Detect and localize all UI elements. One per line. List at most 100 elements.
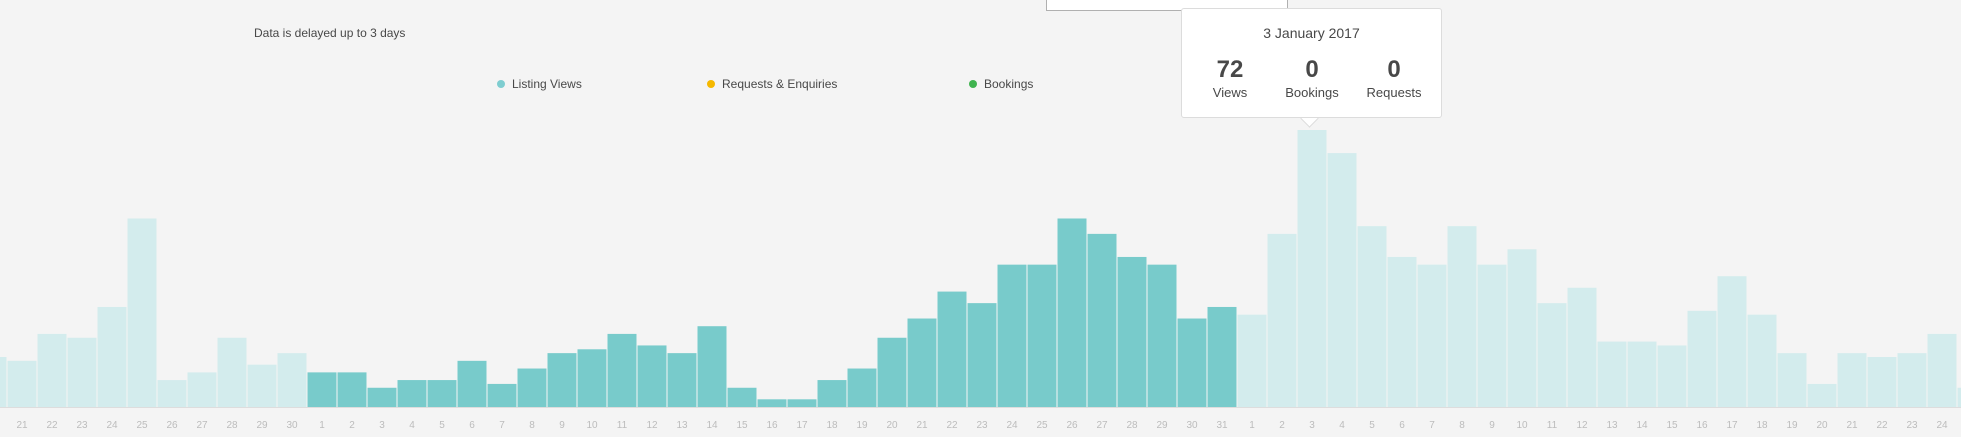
bar[interactable] [1777, 353, 1807, 407]
bar[interactable] [1417, 264, 1447, 407]
tooltip-stat-bookings: 0 Bookings [1272, 57, 1352, 101]
bar[interactable] [1147, 264, 1177, 407]
legend-item-listing-views[interactable]: Listing Views [497, 77, 582, 91]
bar[interactable] [1687, 310, 1717, 407]
x-tick-label: 30 [1186, 420, 1198, 431]
bar[interactable] [1207, 306, 1237, 407]
bar[interactable] [1807, 383, 1837, 407]
bar[interactable] [1087, 233, 1117, 407]
bar[interactable] [1657, 345, 1687, 407]
bar[interactable] [1237, 314, 1267, 407]
bar[interactable] [697, 326, 727, 407]
x-tick-label: 23 [76, 420, 88, 431]
bar[interactable] [487, 383, 517, 407]
bar[interactable] [277, 353, 307, 407]
bar[interactable] [367, 387, 397, 407]
legend-dot-views [497, 80, 505, 88]
x-tick-label: 22 [46, 420, 58, 431]
bar[interactable] [1357, 226, 1387, 407]
x-tick-label: 6 [1399, 420, 1405, 431]
bar[interactable] [337, 372, 367, 407]
bar[interactable] [877, 337, 907, 407]
bar[interactable] [1327, 153, 1357, 407]
bar[interactable] [157, 380, 187, 407]
bar[interactable] [937, 291, 967, 407]
tooltip-date: 3 January 2017 [1263, 25, 1360, 41]
bar[interactable] [577, 349, 607, 407]
bar[interactable] [1387, 256, 1417, 407]
bar[interactable] [37, 333, 67, 407]
x-tick-label: 16 [1696, 420, 1708, 431]
bar[interactable] [1957, 387, 1961, 407]
x-tick-label: 2 [1279, 420, 1285, 431]
x-tick-label: 21 [916, 420, 928, 431]
bar[interactable] [1117, 256, 1147, 407]
bar[interactable] [847, 368, 877, 407]
x-tick-label: 23 [1906, 420, 1918, 431]
bar[interactable] [757, 399, 787, 407]
bar[interactable] [1837, 353, 1867, 407]
bar[interactable] [1537, 303, 1567, 407]
bar[interactable] [667, 353, 697, 407]
x-tick-label: 17 [1726, 420, 1738, 431]
bar[interactable] [217, 337, 247, 407]
x-tick-label: 2 [349, 420, 355, 431]
data-delay-note: Data is delayed up to 3 days [254, 26, 406, 40]
bar[interactable] [457, 360, 487, 407]
bar[interactable] [1717, 276, 1747, 407]
bar[interactable] [67, 337, 97, 407]
x-tick-label: 21 [16, 420, 28, 431]
bar[interactable] [247, 364, 277, 407]
x-tick-label: 17 [796, 420, 808, 431]
bar[interactable] [787, 399, 817, 407]
bar[interactable] [1027, 264, 1057, 407]
bar[interactable] [127, 218, 157, 407]
bar[interactable] [817, 380, 847, 407]
bar[interactable] [1177, 318, 1207, 407]
bar[interactable] [397, 380, 427, 407]
x-tick-label: 8 [1459, 420, 1465, 431]
bar[interactable] [187, 372, 217, 407]
x-tick-label: 7 [1429, 420, 1435, 431]
x-tick-label: 5 [1369, 420, 1375, 431]
bar[interactable] [1597, 341, 1627, 407]
legend-item-requests[interactable]: Requests & Enquiries [707, 77, 837, 91]
bar[interactable] [307, 372, 337, 407]
bar[interactable] [1267, 233, 1297, 407]
bar[interactable] [1057, 218, 1087, 407]
bar[interactable] [727, 387, 757, 407]
bar[interactable] [427, 380, 457, 407]
bar[interactable] [97, 306, 127, 407]
x-tick-label: 15 [1666, 420, 1678, 431]
bar[interactable] [1627, 341, 1657, 407]
bar[interactable] [7, 360, 37, 407]
bar[interactable] [1297, 130, 1327, 407]
x-tick-label: 1 [319, 420, 325, 431]
bar[interactable] [547, 353, 577, 407]
bar[interactable] [1927, 333, 1957, 407]
x-tick-label: 22 [946, 420, 958, 431]
bar[interactable] [0, 356, 7, 407]
bar[interactable] [1477, 264, 1507, 407]
bar[interactable] [637, 345, 667, 407]
bar[interactable] [997, 264, 1027, 407]
date-range-box[interactable] [1046, 0, 1288, 11]
bar[interactable] [1897, 353, 1927, 407]
bar[interactable] [1567, 287, 1597, 407]
x-tick-label: 8 [529, 420, 535, 431]
bar[interactable] [967, 303, 997, 407]
x-tick-label: 16 [766, 420, 778, 431]
bar[interactable] [607, 333, 637, 407]
legend-item-bookings[interactable]: Bookings [969, 77, 1033, 91]
bar[interactable] [1867, 356, 1897, 407]
bar[interactable] [1507, 249, 1537, 407]
legend-label: Listing Views [512, 77, 582, 91]
bar[interactable] [907, 318, 937, 407]
bar[interactable] [1747, 314, 1777, 407]
bar[interactable] [1447, 226, 1477, 407]
x-tick-label: 12 [646, 420, 658, 431]
bar[interactable] [517, 368, 547, 407]
x-tick-label: 18 [1756, 420, 1768, 431]
x-tick-label: 13 [1606, 420, 1618, 431]
